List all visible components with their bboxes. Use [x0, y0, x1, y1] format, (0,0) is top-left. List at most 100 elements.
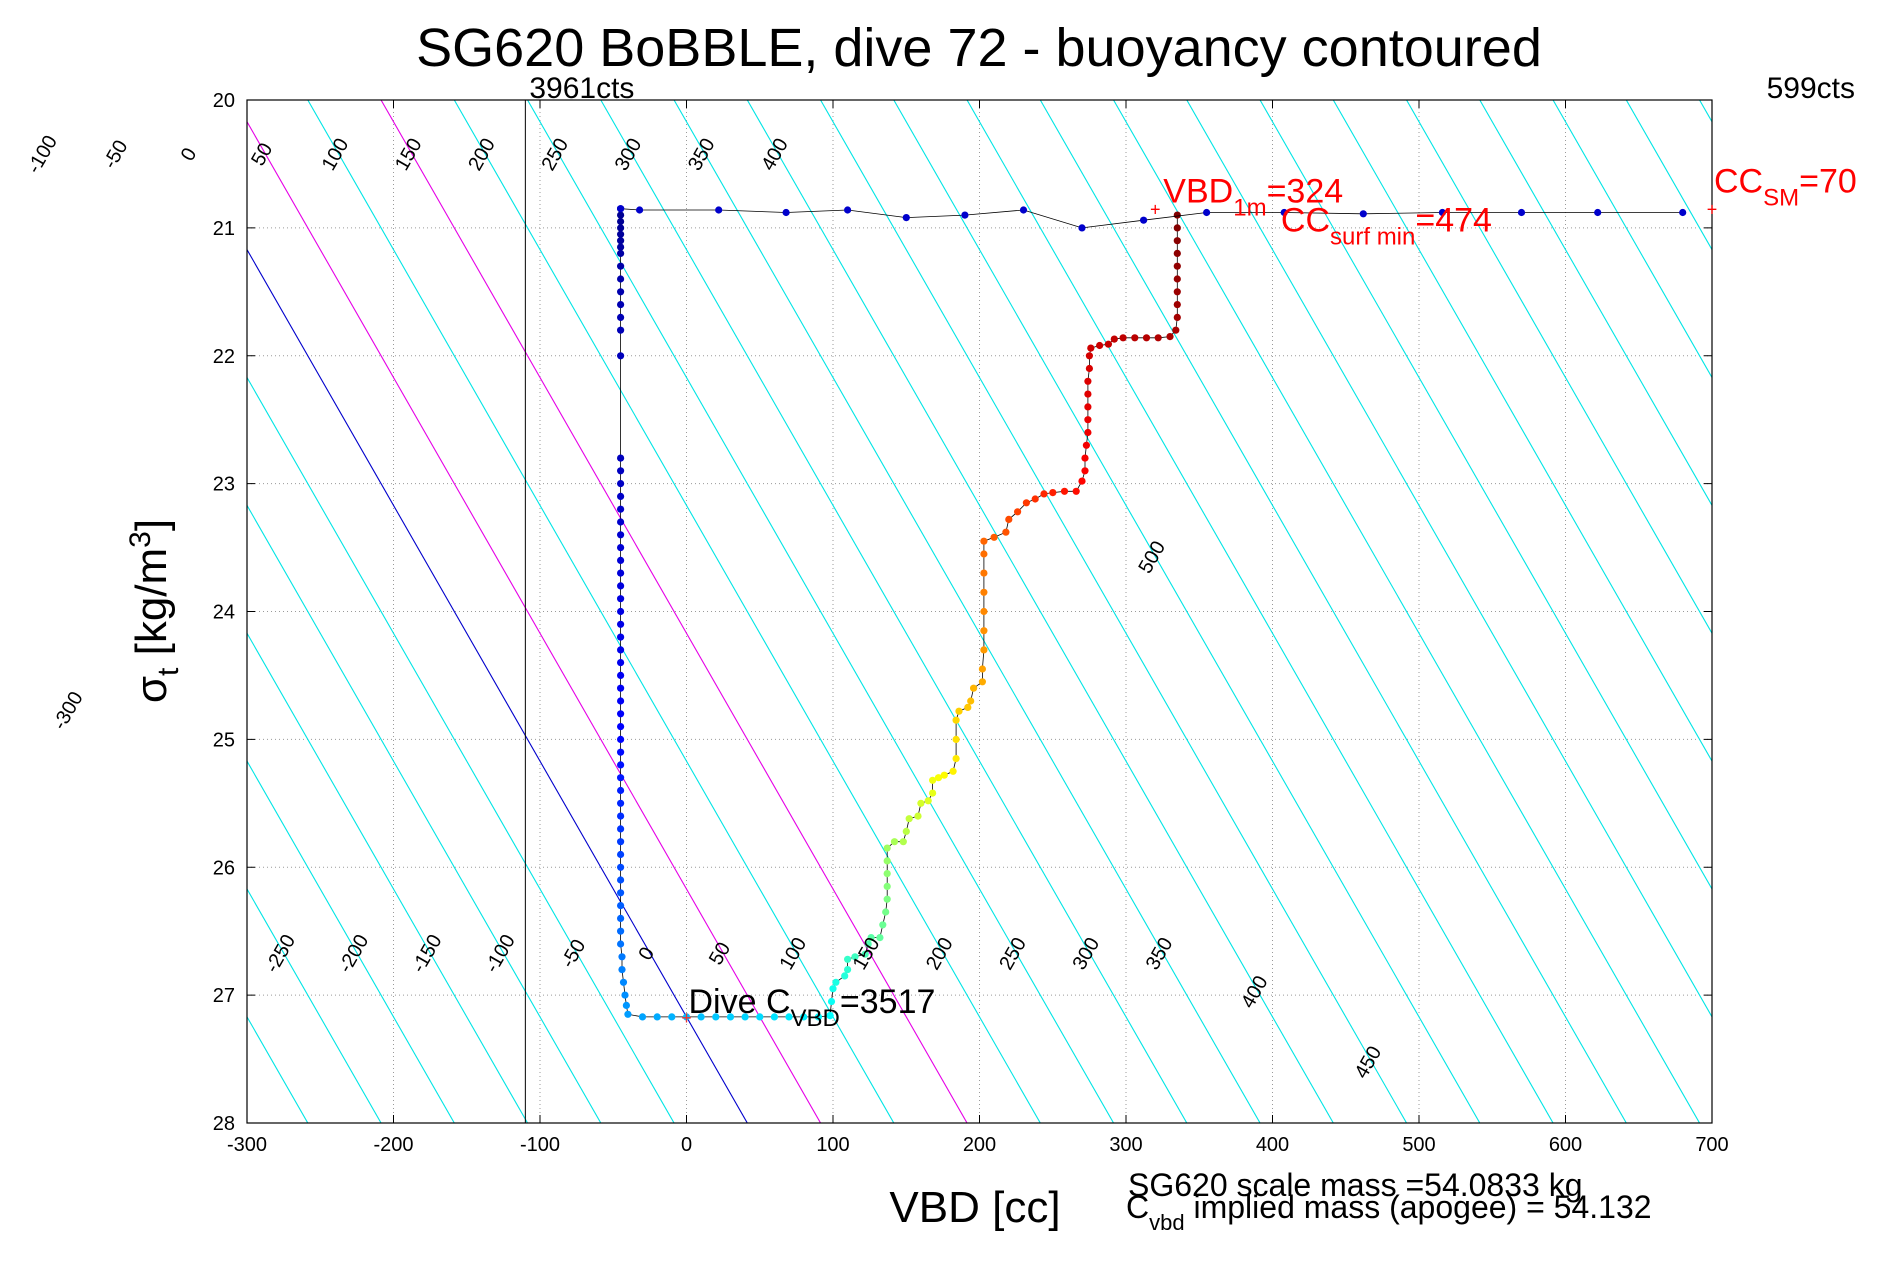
- descent-point: [770, 1013, 779, 1021]
- descent-point: [617, 454, 625, 462]
- magenta-reference-line: [380, 100, 968, 1123]
- surface-point: [1679, 208, 1687, 217]
- buoyancy-contour-line: [247, 760, 455, 1123]
- descent-point: [785, 1013, 793, 1021]
- ascent-point: [883, 895, 891, 903]
- x-axis-title: VBD [cc]: [889, 1183, 1060, 1232]
- ascent-point: [1084, 390, 1092, 398]
- y-axis-title: σt [kg/m3]: [124, 519, 185, 703]
- dive-profile: [617, 205, 1687, 1021]
- y-tick-label: 20: [213, 90, 235, 112]
- ascent-point: [1173, 211, 1181, 219]
- descent-point: [617, 633, 625, 641]
- descent-point: [682, 1013, 691, 1021]
- buoyancy-contour-line: [247, 632, 529, 1123]
- buoyancy-contour-line: [1039, 100, 1627, 1123]
- contour-label: -150: [408, 931, 447, 977]
- annotations: Dive CVBD=3517+VBD1m=324+ CCsurf min=474C…: [524, 72, 1857, 1123]
- buoyancy-contour-line: [1625, 100, 1712, 251]
- ascent-point: [1172, 326, 1180, 334]
- ascent-point: [899, 838, 907, 846]
- descent-point: [726, 1013, 735, 1021]
- ascent-point: [980, 537, 988, 545]
- vbd-1m-label-main: VBD: [1163, 173, 1233, 211]
- descent-point: [622, 1001, 631, 1010]
- surface-point: [636, 206, 644, 214]
- contour-label: 500: [1134, 537, 1170, 577]
- descent-point: [617, 812, 625, 820]
- contour-label: -50: [99, 137, 132, 173]
- descent-point: [618, 966, 626, 974]
- contour-label: 100: [776, 934, 812, 974]
- descent-point: [617, 275, 625, 283]
- x-tick-label: 300: [1109, 1134, 1142, 1156]
- dive-cvbd-marker: +: [681, 1008, 692, 1028]
- descent-point: [617, 467, 625, 475]
- ascent-point: [1173, 288, 1181, 296]
- descent-point: [617, 230, 625, 238]
- dive-cvbd-label-main: Dive C: [689, 983, 791, 1021]
- ascent-point: [1104, 340, 1112, 348]
- buoyancy-contour-line: [1552, 100, 1712, 379]
- contour-label: 50: [247, 139, 277, 169]
- ascent-point: [1119, 334, 1127, 342]
- buoyancy-contour-line: [0, 0, 235, 1251]
- ascent-point: [1173, 249, 1181, 257]
- surface-point: [1359, 210, 1367, 218]
- buoyancy-contour-line: [1405, 100, 1712, 635]
- y-axis-close: ]: [127, 519, 176, 531]
- y-tick-label: 26: [213, 857, 235, 879]
- cc-sm-label-value: =70: [1799, 163, 1857, 201]
- buoyancy-contour-line: [247, 504, 602, 1123]
- ascent-point: [949, 767, 957, 775]
- contour-label: 150: [391, 135, 427, 175]
- cc-sm-label: CCSM=70: [1714, 163, 1857, 212]
- ascent-point: [844, 955, 852, 963]
- ascent-point: [826, 1012, 834, 1020]
- descent-point: [619, 978, 628, 986]
- contour-label: -200: [334, 931, 373, 977]
- surface-point: [1594, 208, 1602, 217]
- ascent-point: [1084, 416, 1092, 424]
- x-tick-label: 500: [1402, 1134, 1435, 1156]
- cc-surf-min-label: CCsurf min=474: [1281, 202, 1492, 251]
- x-tick-label: 0: [681, 1134, 692, 1156]
- descent-point: [617, 301, 625, 309]
- vbd-1m-label: VBD1m=324: [1163, 173, 1343, 222]
- descent-point: [617, 480, 625, 488]
- contour-label: 350: [1142, 934, 1178, 974]
- ascent-point: [1087, 344, 1095, 352]
- zero-buoyancy-line: [247, 248, 748, 1123]
- ascent-point: [1085, 352, 1093, 360]
- descent-point: [617, 748, 625, 756]
- cc-sm-marker: +: [1707, 200, 1718, 220]
- ascent-point: [1072, 487, 1080, 495]
- buoyancy-contour-line: [526, 100, 1115, 1123]
- surface-point: [782, 208, 790, 217]
- buoyancy-contour-line: [893, 100, 1481, 1123]
- descent-point: [617, 786, 625, 795]
- magenta-reference-line: [247, 120, 822, 1123]
- ascent-point: [970, 684, 978, 692]
- ascent-point: [883, 870, 891, 878]
- contour-label: -250: [261, 931, 300, 977]
- contour-label: -50: [557, 936, 590, 972]
- surface-point: [715, 206, 723, 214]
- ascent-point: [827, 997, 836, 1006]
- descent-point: [617, 876, 625, 884]
- surface-point: [1517, 208, 1526, 217]
- ascent-point: [1060, 487, 1069, 495]
- descent-point: [617, 927, 625, 935]
- descent-point: [617, 646, 625, 654]
- ascent-point: [980, 550, 988, 558]
- x-tick-label: -200: [373, 1134, 413, 1156]
- cc-surf-min-label-value: =474: [1415, 202, 1492, 240]
- ascent-point: [1040, 490, 1048, 498]
- y-axis-superscript: 3: [124, 531, 157, 548]
- buoyancy-contour-line: [307, 100, 895, 1123]
- ascent-point: [1082, 441, 1090, 449]
- ascent-point: [1154, 334, 1162, 342]
- ascent-point: [876, 934, 884, 942]
- buoyancy-contour-line: [1259, 100, 1712, 891]
